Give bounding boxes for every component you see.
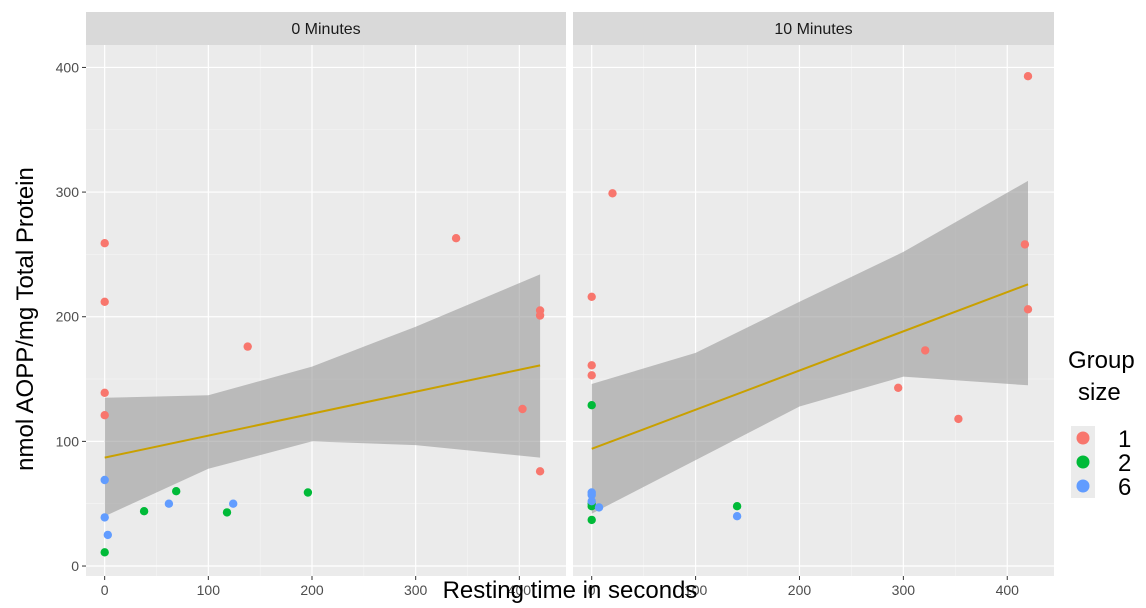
data-point (732, 502, 742, 511)
data-point (451, 234, 461, 243)
data-point (100, 548, 109, 557)
panels-layer: 0 Minutes 10 Minutes (86, 12, 1054, 576)
legend-label: 6 (1118, 474, 1131, 501)
y-tick-label: 300 (56, 184, 80, 200)
data-point (587, 371, 596, 380)
legend-key-1 (1076, 431, 1090, 445)
x-axis-ticks: 0 100 200 300 400 0 100 200 300 400 (101, 576, 1019, 598)
data-point (303, 488, 313, 497)
y-axis-title: nmol AOPP/mg Total Protein (12, 167, 39, 471)
x-tick-label: 200 (300, 582, 324, 598)
legend-title-line-1: Group (1068, 347, 1135, 374)
series-group-1 (587, 72, 1033, 424)
legend-items: 126 (1071, 426, 1131, 501)
data-point (100, 297, 109, 306)
panel-title: 10 Minutes (774, 21, 852, 38)
data-point (732, 512, 742, 521)
data-point (894, 383, 903, 392)
data-point (535, 467, 545, 476)
data-point (103, 530, 113, 540)
legend: Group size 126 (1068, 347, 1135, 501)
confidence-band (591, 180, 1028, 514)
x-axis-title: Resting time in seconds (443, 577, 698, 604)
data-point (222, 508, 232, 517)
data-point (587, 361, 596, 370)
data-point (100, 388, 109, 397)
y-tick-label: 0 (71, 558, 79, 574)
data-point (594, 503, 604, 512)
data-point (139, 507, 149, 516)
series-group-1 (100, 234, 545, 476)
series-group-6 (100, 475, 238, 540)
y-tick-label: 200 (56, 309, 80, 325)
data-point (1023, 72, 1033, 81)
x-tick-label: 200 (788, 582, 812, 598)
panel-1: 0 Minutes (86, 12, 566, 576)
data-point (587, 292, 596, 301)
series-group-2 (100, 487, 313, 557)
data-point (587, 497, 596, 506)
x-tick-label: 300 (892, 582, 916, 598)
data-point (954, 414, 963, 424)
x-tick-label: 400 (996, 582, 1020, 598)
data-point (608, 189, 617, 198)
data-point (535, 311, 545, 320)
x-tick-label: 300 (404, 582, 428, 598)
data-point (164, 499, 174, 508)
legend-title-line-2: size (1078, 379, 1121, 406)
data-point (1020, 240, 1030, 249)
regression-line (591, 283, 1029, 450)
panel-strip (573, 12, 1054, 45)
legend-key-6 (1076, 479, 1090, 493)
y-tick-label: 100 (56, 433, 80, 449)
confidence-band (104, 274, 541, 517)
data-point (100, 475, 109, 485)
panel-strip (86, 12, 566, 45)
y-axis-ticks: 0 100 200 300 400 (56, 59, 86, 574)
data-point (587, 515, 596, 525)
x-tick-label: 400 (508, 582, 532, 598)
data-point (587, 490, 596, 500)
data-point (518, 404, 527, 414)
data-point (172, 487, 181, 496)
data-point (100, 411, 109, 420)
legend-key-2 (1076, 455, 1090, 469)
data-point (587, 401, 596, 410)
y-tick-label: 400 (56, 59, 80, 75)
panel-2: 10 Minutes (573, 12, 1054, 576)
data-point (921, 346, 930, 355)
data-point (1023, 305, 1033, 314)
data-point (100, 239, 109, 248)
x-tick-label: 0 (588, 582, 596, 598)
x-tick-label: 100 (684, 582, 708, 598)
legend-label: 1 (1118, 426, 1131, 453)
panel-title: 0 Minutes (291, 21, 360, 38)
x-tick-label: 0 (101, 582, 109, 598)
data-point (243, 342, 252, 351)
series-group-6 (587, 488, 742, 521)
legend-label: 2 (1118, 450, 1131, 477)
x-tick-label: 100 (197, 582, 221, 598)
data-point (229, 499, 238, 508)
data-point (100, 513, 109, 522)
regression-line (104, 364, 541, 459)
